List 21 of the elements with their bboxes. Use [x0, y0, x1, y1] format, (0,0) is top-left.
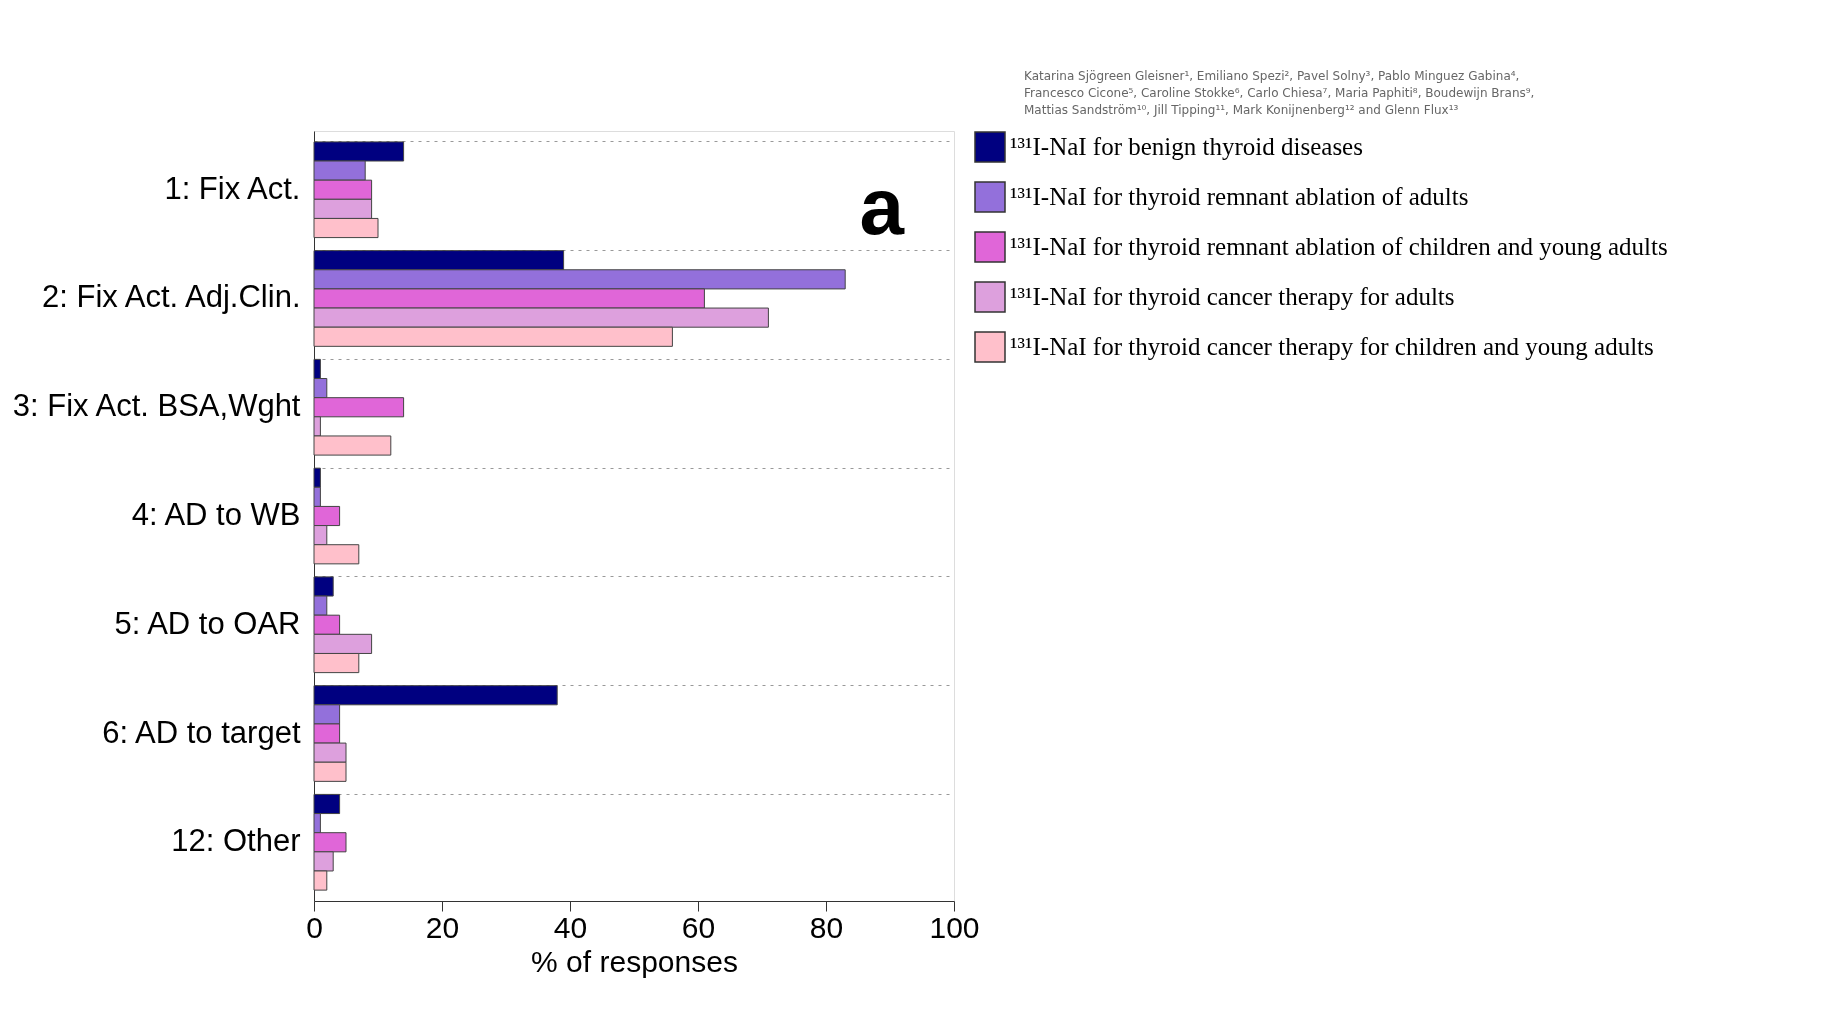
x-tick-label: 20 [425, 910, 460, 944]
y-tick-label: 12: Other [171, 823, 301, 859]
legend-label: ¹³¹I-NaI for thyroid remnant ablation of adults [1010, 183, 1469, 210]
x-tick-label: 100 [929, 910, 980, 944]
x-tick-label: 80 [809, 910, 844, 944]
legend-label: ¹³¹I-NaI for thyroid cancer therapy for children and young adults [1010, 333, 1654, 360]
legend-label: ¹³¹I-NaI for thyroid remnant ablation of children and young adults [1010, 233, 1668, 260]
x-tick-label: 40 [553, 910, 588, 944]
y-tick-label: 2: Fix Act. Adj.Clin. [42, 279, 301, 315]
y-tick-label: 6: AD to target [102, 714, 301, 750]
y-tick-label: 3: Fix Act. BSA,Wght [12, 388, 301, 424]
x-tick-label: 60 [681, 910, 716, 944]
x-tick-label: 0 [306, 910, 323, 944]
y-tick-label: 5: AD to OAR [114, 605, 301, 641]
y-tick-label: 1: Fix Act. [164, 170, 301, 206]
legend-label: ¹³¹I-NaI for thyroid cancer therapy for adults [1010, 283, 1455, 310]
annotation: a [859, 162, 905, 251]
text: Katarina Sjögreen Gleisner¹, Emiliano Spezi², Pavel Solny³, Pablo Minguez Gabina⁴, Francesco Cicone⁵, Caroline Stokke⁶, Carlo Chiesa⁷, Maria Paphiti⁸, Boudewijn Brans⁹, Mattias Sandström¹⁰, Jill Tipping¹¹, Mark Konijnenberg¹² and Glenn Flux¹³ [1024, 69, 1535, 117]
legend-label: ¹³¹I-NaI for benign thyroid diseases [1010, 133, 1363, 160]
y-tick-label: 4: AD to WB [131, 497, 301, 532]
x-axis-title: % of responses [531, 944, 738, 978]
